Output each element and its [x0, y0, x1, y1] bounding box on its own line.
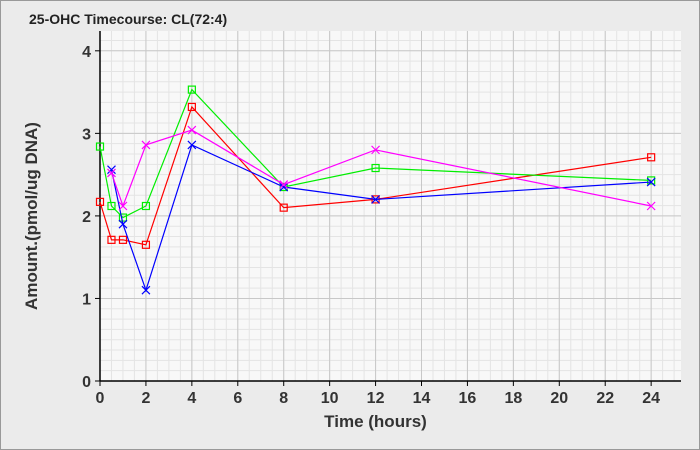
data-point-blue	[371, 194, 380, 204]
x-tick-label: 4	[187, 390, 196, 407]
x-axis-label: Time (hours)	[324, 412, 427, 431]
data-point-blue	[118, 219, 128, 229]
data-point-magenta	[371, 145, 380, 155]
y-tick-label: 3	[82, 126, 91, 143]
data-point-magenta	[646, 201, 656, 211]
data-point-magenta	[187, 125, 197, 135]
x-tick-label: 6	[233, 390, 242, 407]
y-tick-label: 0	[82, 374, 91, 391]
data-point-magenta	[141, 140, 151, 150]
data-point-green	[371, 163, 380, 173]
data-point-magenta	[118, 201, 128, 211]
x-tick-label: 0	[96, 390, 105, 407]
data-point-green	[118, 213, 128, 222]
x-tick-label: 12	[367, 390, 385, 407]
data-point-red	[279, 203, 288, 212]
data-point-green	[107, 201, 116, 211]
data-point-green	[647, 176, 656, 185]
data-point-blue	[187, 140, 197, 150]
x-tick-label: 24	[642, 390, 660, 407]
data-point-magenta	[107, 168, 116, 178]
x-tick-label: 14	[413, 390, 431, 407]
x-tick-label: 10	[321, 390, 339, 407]
data-point-red	[118, 235, 128, 244]
data-point-red	[647, 153, 656, 162]
data-point-red	[107, 235, 116, 244]
data-point-red	[187, 102, 196, 112]
x-tick-label: 8	[279, 390, 288, 407]
data-point-green	[187, 85, 196, 94]
data-point-green	[141, 201, 151, 211]
y-axis-label: Amount.(pmol/ug DNA)	[22, 122, 41, 310]
x-tick-label: 20	[550, 390, 568, 407]
data-point-blue	[646, 177, 656, 187]
series-line-red	[99, 105, 652, 246]
x-tick-label: 16	[459, 390, 477, 407]
y-tick-label: 1	[82, 291, 91, 308]
x-tick-label: 2	[141, 390, 150, 407]
x-tick-label: 22	[596, 390, 614, 407]
data-point-blue	[107, 165, 116, 175]
data-point-green	[95, 142, 105, 151]
series-line-green	[99, 88, 652, 219]
data-point-red	[95, 197, 105, 206]
data-point-red	[141, 240, 151, 249]
data-point-magenta	[279, 180, 289, 189]
data-point-blue	[141, 285, 151, 295]
data-point-blue	[279, 182, 289, 192]
chart-title: 25-OHC Timecourse: CL(72:4)	[29, 11, 228, 27]
y-tick-label: 4	[82, 44, 91, 61]
x-tick-label: 18	[504, 390, 522, 407]
y-tick-label: 2	[82, 209, 91, 226]
